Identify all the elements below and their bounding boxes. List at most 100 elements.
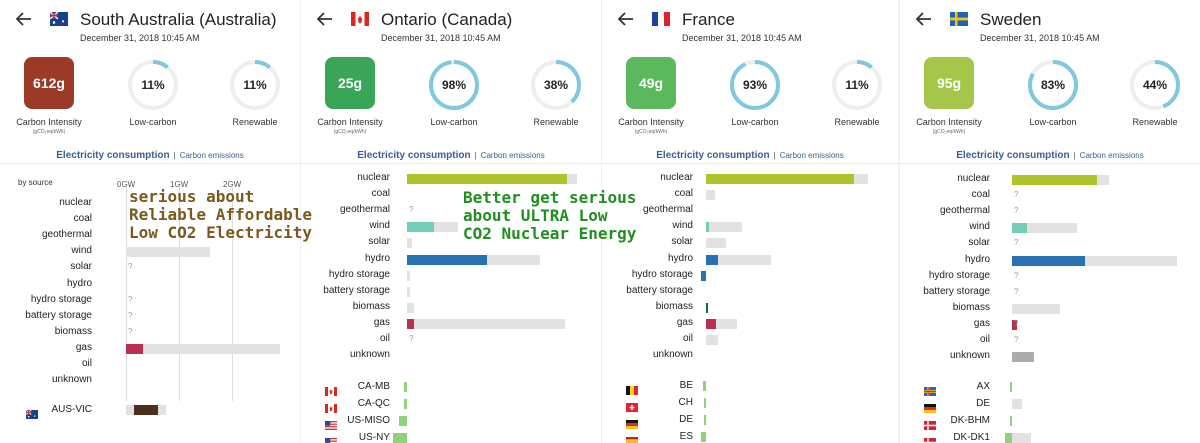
back-arrow-icon[interactable] (315, 9, 335, 29)
carbon-intensity-label-text: Carbon Intensity (16, 117, 82, 127)
unknown-value-marker: ? (1014, 270, 1019, 280)
source-capacity-bar (1012, 223, 1077, 234)
timestamp: December 31, 2018 10:45 AM (980, 33, 1100, 43)
chart-tabs: Electricity consumption | Carbon emissions (301, 150, 601, 161)
source-label-coal: coal (371, 188, 390, 200)
source-capacity-bar (706, 190, 715, 201)
source-label-nuclear: nuclear (660, 172, 693, 183)
exchange-flow-bar (403, 382, 407, 392)
flag-belgium-icon (626, 382, 638, 395)
source-capacity-bar (706, 238, 727, 249)
source-label-unknown: unknown (349, 349, 390, 361)
axis-tick-label: 0GW (117, 180, 136, 189)
carbon-intensity-unit: (gCO₂eq/kWh) (32, 129, 66, 135)
source-label-geothermal: geothermal (339, 204, 390, 216)
source-capacity-bar (126, 343, 280, 354)
renewable-gauge: 44% (1129, 59, 1181, 111)
source-label-biomass: biomass (655, 300, 693, 312)
exchange-label: US-MISO (347, 415, 390, 426)
source-label-geothermal: geothermal (939, 205, 990, 217)
section-separator (301, 163, 601, 164)
source-label-hydro: hydro (964, 253, 990, 265)
carbon-intensity-value: 49g (626, 57, 676, 109)
chart-tabs: Electricity consumption | Carbon emissions (0, 150, 300, 161)
unknown-value-marker: ? (1014, 335, 1019, 344)
source-production-bar (407, 254, 487, 265)
source-capacity-bar (706, 318, 737, 329)
flag-australia-icon (25, 406, 38, 419)
carbon-intensity-label-text: Carbon Intensity (618, 117, 684, 127)
exchange-label: BE (679, 380, 693, 391)
source-label-battery-storage: battery storage (25, 309, 92, 321)
tab-carbon-emissions[interactable]: Carbon emissions (480, 151, 545, 160)
low-carbon-gauge: 11% (127, 59, 179, 111)
source-production-bar (407, 318, 414, 329)
source-label-coal: coal (674, 188, 693, 200)
source-label-hydro: hydro (364, 252, 390, 264)
low-carbon-gauge: 83% (1027, 59, 1079, 111)
flag-sweden-icon (950, 12, 968, 26)
zone-panel: France December 31, 2018 10:45 AM 49g Carbo… (602, 0, 898, 443)
exchange-label: ES (679, 431, 693, 442)
source-capacity-bar (1012, 255, 1177, 266)
low-carbon-gauge: 93% (729, 59, 781, 111)
flag-germany-icon (924, 400, 936, 413)
back-arrow-icon[interactable] (914, 9, 934, 29)
source-label-unknown: unknown (652, 349, 693, 361)
annotation-text-gold: serious about Reliable Affordable Low CO2 … (129, 188, 312, 242)
flag-canada-icon (351, 12, 369, 26)
timestamp: December 31, 2018 10:45 AM (80, 33, 200, 43)
tab-electricity-consumption[interactable]: Electricity consumption (357, 150, 471, 161)
tab-carbon-emissions[interactable]: Carbon emissions (779, 151, 844, 160)
tab-electricity-consumption[interactable]: Electricity consumption (956, 150, 1070, 161)
tab-separator: | (173, 151, 176, 160)
low-carbon-label: Low-carbon (129, 117, 177, 127)
source-production-bar (1012, 352, 1035, 363)
renewable-label: Renewable (533, 117, 579, 127)
source-capacity-bar (706, 222, 742, 233)
flag-germany-icon (626, 416, 638, 429)
exchange-label: US-NY (358, 432, 390, 443)
carbon-intensity-value: 612g (24, 57, 74, 109)
renewable-gauge: 11% (229, 59, 281, 111)
source-label-wind: wind (672, 220, 693, 232)
chart-tabs: Electricity consumption | Carbon emissions (900, 150, 1200, 161)
source-label-oil: oil (379, 333, 390, 344)
zone-panel: Sweden December 31, 2018 10:45 AM 95g Carbo… (900, 0, 1200, 443)
tab-electricity-consumption[interactable]: Electricity consumption (56, 150, 170, 161)
back-arrow-icon[interactable] (14, 9, 34, 29)
tab-carbon-emissions[interactable]: Carbon emissions (179, 151, 244, 160)
source-capacity-bar (706, 254, 771, 265)
source-production-bar (1012, 255, 1086, 266)
unknown-value-marker: ? (128, 326, 133, 336)
zone-name: South Australia (Australia) (80, 10, 277, 29)
source-capacity-bar (407, 238, 413, 249)
panel-divider (600, 0, 602, 443)
source-label-gas: gas (373, 316, 390, 328)
flag-denmark-icon (924, 434, 936, 443)
source-label-coal: coal (971, 189, 990, 201)
source-label-hydro-storage: hydro storage (30, 293, 92, 305)
source-label-geothermal: geothermal (41, 229, 92, 241)
back-arrow-icon[interactable] (616, 9, 636, 29)
tab-electricity-consumption[interactable]: Electricity consumption (656, 150, 770, 161)
source-label-biomass: biomass (352, 300, 390, 312)
zone-panel: Ontario (Canada) December 31, 2018 10:45 … (301, 0, 601, 443)
annotation-line: about ULTRA Low (463, 206, 608, 225)
exchange-flow-bar (704, 415, 706, 425)
source-label-solar: solar (70, 261, 92, 273)
source-production-bar (706, 318, 717, 329)
source-capacity-bar (706, 335, 718, 345)
renewable-value: 11% (243, 78, 267, 92)
source-production-bar (706, 254, 718, 265)
unknown-value-marker: ? (128, 294, 133, 304)
source-label-gas: gas (676, 316, 693, 328)
zone-panel: South Australia (Australia) December 31, … (0, 0, 300, 443)
exchange-label: CA-MB (357, 381, 390, 392)
axis-gridline (126, 186, 127, 401)
tab-separator: | (474, 151, 477, 160)
tab-carbon-emissions[interactable]: Carbon emissions (1079, 151, 1144, 160)
flag-spain-icon (626, 433, 638, 443)
flag-canada-icon (325, 400, 337, 413)
source-production-bar (700, 270, 706, 281)
